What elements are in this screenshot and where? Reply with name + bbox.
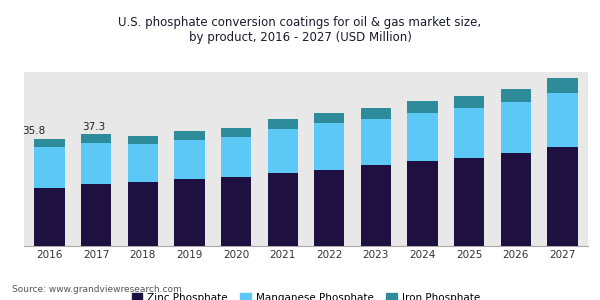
Bar xyxy=(500,88,531,102)
Bar xyxy=(314,112,344,123)
Bar xyxy=(361,118,391,165)
Bar xyxy=(500,102,531,153)
Bar xyxy=(547,93,578,147)
Text: 35.8: 35.8 xyxy=(22,127,45,136)
Bar xyxy=(128,144,158,182)
Bar xyxy=(81,184,112,246)
Bar xyxy=(407,101,437,112)
Bar xyxy=(547,78,578,93)
Bar xyxy=(407,160,437,246)
Bar xyxy=(361,108,391,119)
Bar xyxy=(175,140,205,179)
Bar xyxy=(268,172,298,246)
Bar xyxy=(314,169,344,246)
Bar xyxy=(221,136,251,177)
Bar xyxy=(454,96,484,108)
Bar xyxy=(314,123,344,169)
Text: U.S. phosphate conversion coatings for oil & gas market size,
by product, 2016 -: U.S. phosphate conversion coatings for o… xyxy=(118,16,482,44)
Bar xyxy=(81,143,112,184)
Bar xyxy=(34,188,65,246)
Bar xyxy=(128,136,158,144)
Bar xyxy=(500,153,531,246)
Bar xyxy=(547,147,578,246)
Bar xyxy=(221,128,251,136)
Bar xyxy=(407,112,437,160)
Legend: Zinc Phosphate, Manganese Phosphate, Iron Phosphate: Zinc Phosphate, Manganese Phosphate, Iro… xyxy=(128,289,484,300)
Bar xyxy=(128,182,158,246)
Text: 37.3: 37.3 xyxy=(82,122,106,132)
Text: Source: www.grandviewresearch.com: Source: www.grandviewresearch.com xyxy=(12,285,182,294)
Bar xyxy=(454,158,484,246)
Bar xyxy=(175,131,205,140)
Bar xyxy=(34,147,65,188)
Bar xyxy=(361,165,391,246)
Bar xyxy=(175,179,205,246)
Bar xyxy=(454,108,484,158)
Bar xyxy=(268,119,298,129)
Bar xyxy=(81,134,112,143)
Bar xyxy=(221,177,251,246)
Bar xyxy=(268,129,298,172)
Bar xyxy=(34,139,65,147)
